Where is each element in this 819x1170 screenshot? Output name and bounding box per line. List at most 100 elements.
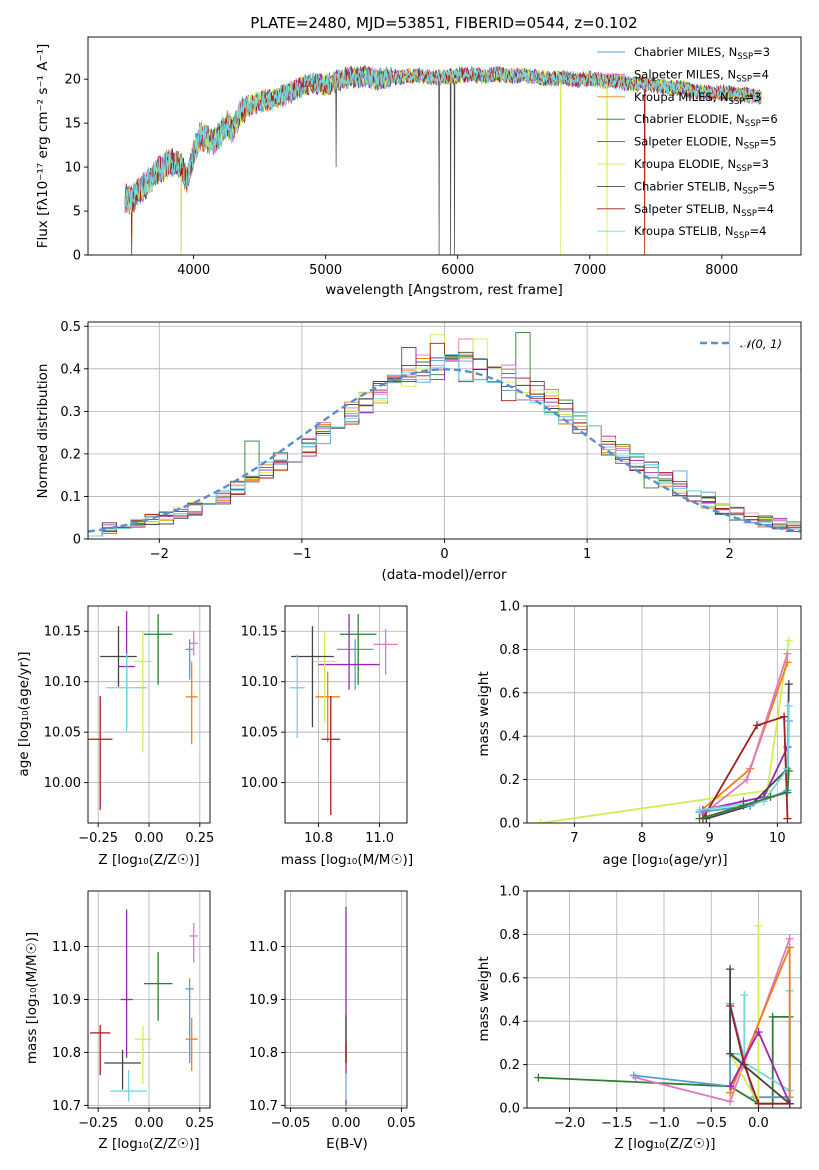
y-tick-label: 0: [73, 533, 81, 548]
mass-weight-point: [631, 1073, 640, 1082]
y-tick-label: 15: [64, 117, 81, 132]
y-tick-label: 1.0: [499, 885, 520, 900]
histogram-y-axis-label: Normed distribution: [35, 364, 51, 499]
legend-entry: Salpeter MILES, NSSP=4: [634, 67, 769, 84]
legend-entry: Chabrier ELODIE, NSSP=6: [634, 112, 778, 129]
mw-z-y-axis-label: mass weight: [476, 956, 492, 1041]
x-tick-label: −1.5: [601, 1116, 633, 1131]
y-tick-label: 10.05: [44, 726, 81, 741]
mass-weight-point: [754, 1099, 763, 1108]
y-tick-label: 10.10: [241, 675, 278, 690]
y-tick-label: 10.9: [52, 993, 81, 1008]
histogram-panel: −2 −1 0 1 2 0 0.1 0.2 0.3 0.4 0.5 𝒩(0, 1): [60, 320, 802, 562]
mass-weight-point: [785, 943, 794, 952]
x-tick-label: 7: [570, 831, 578, 846]
y-tick-label: 10.05: [241, 726, 278, 741]
y-tick-label: 0.2: [60, 447, 81, 462]
legend-entry: Kroupa STELIB, NSSP=4: [634, 224, 766, 241]
x-tick-label: 1: [583, 547, 591, 562]
axes-frame: [87, 605, 211, 824]
mass-weight-series-line: [702, 715, 789, 820]
x-tick-label: 0: [440, 547, 448, 562]
mass-weight-series-line: [699, 705, 790, 811]
mass-weight-point: [739, 801, 748, 810]
y-tick-label: 10.7: [249, 1099, 278, 1114]
mass-weight-point: [785, 1099, 794, 1108]
mass-weight-vs-age-panel: 7 8 9 10 0.0 0.2 0.4 0.6 0.8 1.0: [499, 600, 802, 846]
mass-weight-point: [783, 649, 792, 658]
x-tick-label: 9: [706, 831, 714, 846]
x-tick-label: 11.0: [365, 831, 394, 846]
y-tick-label: 0.6: [499, 971, 520, 986]
y-tick-label: 10.8: [52, 1046, 81, 1061]
legend-entry: Salpeter STELIB, NSSP=4: [634, 202, 774, 219]
legend-entry: Salpeter ELODIE, NSSP=5: [634, 135, 777, 152]
normal-reference-curve: [88, 368, 801, 533]
mass-weight-point: [754, 921, 763, 930]
spectrum-x-axis-label: wavelength [Angstrom, rest frame]: [325, 282, 563, 298]
mass-weight-point: [754, 1028, 763, 1037]
x-tick-label: −1.0: [648, 1116, 680, 1131]
mass-ebv-x-axis-label: E(B-V): [326, 1136, 368, 1152]
y-tick-label: 0.4: [499, 730, 520, 745]
mass-weight-point: [784, 636, 793, 645]
x-tick-label: 6000: [441, 263, 474, 278]
y-tick-label: 0.0: [499, 1102, 520, 1117]
x-tick-label: 8000: [705, 263, 738, 278]
y-tick-label: 0.1: [60, 490, 81, 505]
age-z-x-axis-label: Z [log₁₀(Z/Z☉)]: [98, 852, 199, 868]
x-tick-label: 2: [726, 547, 734, 562]
mass-weight-point: [726, 1049, 735, 1058]
axes-frame: [284, 605, 408, 824]
y-tick-label: 10.15: [241, 625, 278, 640]
y-tick-label: 10.7: [52, 1099, 81, 1114]
mass-weight-point: [784, 701, 793, 710]
legend-entry: Chabrier STELIB, NSSP=5: [634, 179, 775, 196]
spectrum-series-line: [124, 66, 762, 214]
x-tick-label: 0.25: [185, 831, 214, 846]
age-vs-mass-panel: 10.8 11.0 10.00 10.05 10.10 10.15: [241, 605, 408, 846]
mass-weight-point: [740, 991, 749, 1000]
axes-frame: [526, 605, 802, 824]
mass-weight-point: [536, 819, 545, 823]
mass-weight-point: [783, 788, 792, 797]
legend-entry: 𝒩(0, 1): [740, 337, 782, 351]
y-tick-label: 10.10: [44, 675, 81, 690]
histogram-x-axis-label: (data-model)/error: [381, 567, 507, 583]
y-tick-label: 0.4: [60, 362, 81, 377]
y-tick-label: 10.15: [44, 625, 81, 640]
y-tick-label: 0.2: [499, 1058, 520, 1073]
y-tick-label: 0: [73, 249, 81, 264]
x-tick-label: −0.25: [78, 1116, 118, 1131]
mass-weight-point: [742, 775, 751, 784]
mass-weight-point: [784, 680, 793, 689]
x-tick-label: 5000: [309, 263, 342, 278]
axes-frame: [87, 36, 802, 256]
legend-entry: Chabrier MILES, NSSP=3: [634, 45, 770, 62]
x-tick-label: −0.05: [271, 1116, 311, 1131]
x-tick-label: −0.5: [695, 1116, 727, 1131]
mass-weight-point: [726, 965, 735, 974]
mass-weight-point: [534, 1073, 543, 1082]
axes-frame: [87, 890, 211, 1109]
mass-weight-point: [768, 1012, 777, 1021]
x-tick-label: 8: [638, 831, 646, 846]
x-tick-label: −2: [150, 547, 169, 562]
x-tick-label: 0.25: [185, 1116, 214, 1131]
mw-age-x-axis-label: age [log₁₀(age/yr)]: [602, 852, 727, 868]
x-tick-label: 0.05: [387, 1116, 416, 1131]
mass-weight-series-line: [540, 640, 790, 823]
mass-weight-series-line: [706, 684, 790, 820]
y-tick-label: 5: [73, 205, 81, 220]
mass-weight-point: [695, 805, 704, 814]
x-tick-label: 0.00: [332, 1116, 361, 1131]
mass-weight-point: [726, 1097, 735, 1106]
x-tick-label: 10.8: [304, 831, 333, 846]
y-tick-label: 10.9: [249, 993, 278, 1008]
y-tick-label: 0.4: [499, 1015, 520, 1030]
mass-vs-metallicity-panel: −0.25 0.00 0.25 10.7 10.8 10.9 11.0: [52, 890, 214, 1131]
mass-weight-point: [785, 934, 794, 943]
spectrum-panel: 4000 5000 6000 7000 8000 0 5 10 15 20 Chabrier MIL…: [64, 36, 802, 278]
y-tick-label: 0.8: [499, 928, 520, 943]
y-tick-label: 10.00: [44, 776, 81, 791]
